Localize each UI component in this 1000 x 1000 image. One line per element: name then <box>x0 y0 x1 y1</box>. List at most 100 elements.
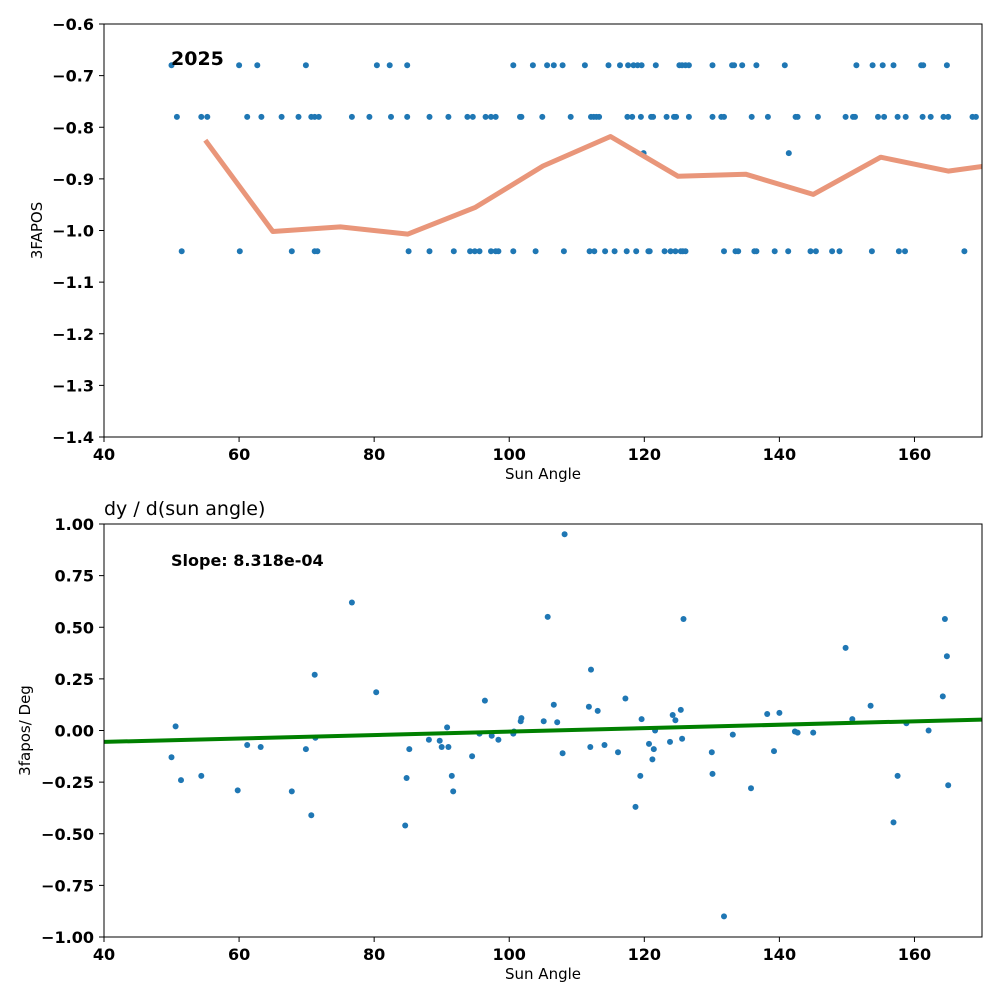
x-tick-label: 40 <box>93 945 115 964</box>
scatter-point <box>173 113 180 120</box>
y-tick-label: −0.25 <box>41 773 94 792</box>
scatter-point <box>406 746 413 753</box>
scatter-point <box>623 248 630 255</box>
scatter-point <box>348 113 355 120</box>
scatter-point <box>601 742 608 748</box>
scatter-point <box>729 731 736 738</box>
scatter-point <box>890 819 897 826</box>
scatter-point <box>426 248 433 255</box>
x-tick-label: 60 <box>228 945 250 964</box>
scatter-point <box>425 736 432 743</box>
scatter-point <box>771 748 777 755</box>
scatter-point <box>624 113 631 120</box>
scatter-point <box>853 62 860 69</box>
scatter-point <box>814 113 821 120</box>
scatter-point <box>925 727 932 734</box>
y-tick-label: −0.9 <box>52 170 94 189</box>
scatter-point <box>254 62 261 69</box>
scatter-point <box>510 62 517 69</box>
scatter-point <box>550 701 557 708</box>
scatter-point <box>373 689 380 696</box>
scatter-point <box>650 746 657 753</box>
scatter-point <box>594 707 601 714</box>
scatter-point <box>567 113 574 120</box>
y-tick-label: −0.8 <box>52 118 94 137</box>
x-tick-label: 120 <box>628 945 661 964</box>
fit-line <box>104 717 982 744</box>
x-tick-label: 100 <box>493 945 526 964</box>
scatter-point <box>198 772 205 779</box>
scatter-point <box>940 113 947 120</box>
scatter-point <box>721 913 727 920</box>
y-tick-label: 0.00 <box>55 722 94 741</box>
scatter-point <box>544 613 551 620</box>
x-tick-label: 140 <box>763 445 796 464</box>
scatter-point <box>204 113 211 120</box>
scatter-point <box>902 113 909 120</box>
scatter-point <box>945 113 952 120</box>
y-tick-label: −1.3 <box>52 376 94 395</box>
scatter-point <box>495 248 502 255</box>
scatter-point <box>596 113 603 120</box>
scatter-point <box>386 62 393 69</box>
scatter-point <box>638 62 645 69</box>
scatter-point <box>794 113 801 120</box>
scatter-point <box>559 750 566 757</box>
y-tick-label: −0.6 <box>52 15 94 34</box>
scatter-point <box>488 113 494 120</box>
scatter-point <box>366 113 373 120</box>
y-axis-label: 3fapos/ Deg <box>16 685 34 776</box>
scatter-point <box>708 749 715 756</box>
y-axis-label: 3FAPOS <box>28 202 46 259</box>
scatter-point <box>685 113 692 120</box>
scatter-point <box>753 62 760 69</box>
scatter-point <box>663 113 670 120</box>
scatter-point <box>481 697 488 704</box>
scatter-point <box>920 62 927 69</box>
scatter-point <box>288 788 295 795</box>
scatter-point <box>748 785 754 792</box>
scatter-point <box>852 113 858 120</box>
scatter-point <box>467 248 474 255</box>
scatter-point <box>810 729 817 736</box>
y-tick-label: 0.50 <box>55 618 94 637</box>
scatter-point <box>842 644 849 651</box>
scatter-point <box>198 113 205 120</box>
y-tick-label: −0.75 <box>41 876 94 895</box>
scatter-point <box>894 772 901 779</box>
scatter-point <box>403 775 410 781</box>
scatter-point <box>529 62 536 69</box>
scatter-point <box>753 248 760 255</box>
scatter-point <box>721 113 727 120</box>
scatter-point <box>682 248 689 255</box>
scatter-point <box>288 248 295 255</box>
scatter-point <box>581 62 588 69</box>
y-tick-label: 1.00 <box>55 515 94 534</box>
scatter-point <box>373 62 380 69</box>
scatter-point <box>672 717 679 724</box>
scatter-point <box>629 113 636 120</box>
scatter-point <box>785 150 792 157</box>
scatter-point <box>388 113 394 120</box>
scatter-point <box>961 248 968 255</box>
scatter-point <box>972 113 979 120</box>
scatter-point <box>868 248 875 255</box>
scatter-point <box>469 753 476 760</box>
x-tick-label: 160 <box>898 945 931 964</box>
scatter-point <box>927 113 934 120</box>
scatter-point <box>672 248 679 255</box>
scatter-point <box>902 248 908 255</box>
scatter-point <box>794 729 801 736</box>
scatter-point <box>405 248 412 255</box>
scatter-point <box>867 702 874 709</box>
y-tick-label: −1.1 <box>52 273 94 292</box>
scatter-point <box>314 248 321 255</box>
scatter-point <box>404 62 411 69</box>
scatter-point <box>587 744 594 750</box>
scatter-point <box>586 248 593 255</box>
scatter-point <box>661 248 668 255</box>
scatter-point <box>539 113 546 120</box>
scatter-point <box>919 113 926 120</box>
scatter-point <box>436 737 443 744</box>
